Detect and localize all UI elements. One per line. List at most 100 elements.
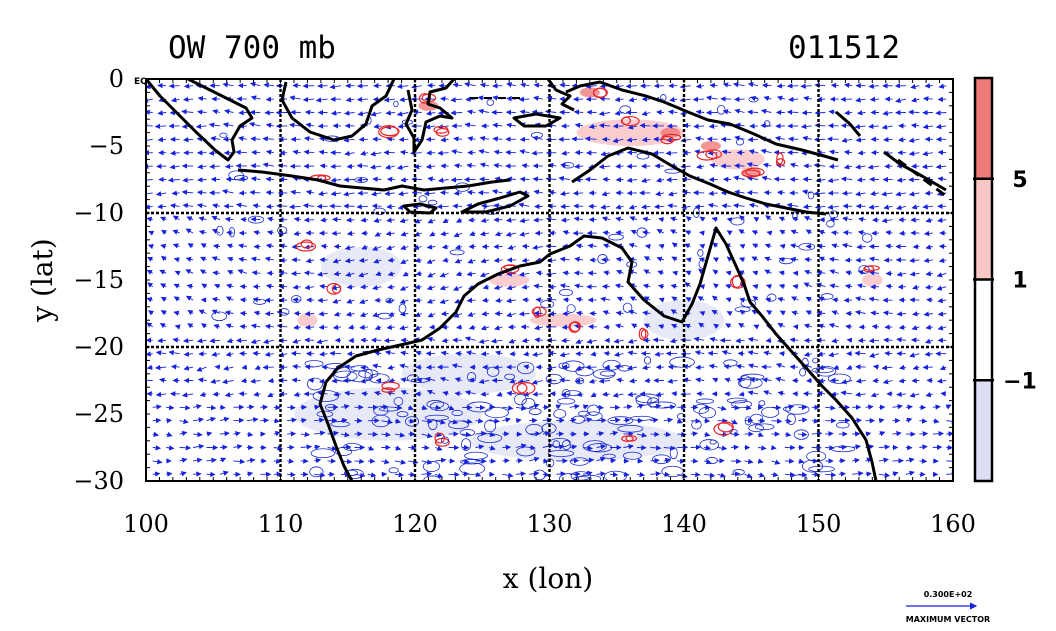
y-tick-label: −10 — [73, 199, 124, 227]
wind-vector — [439, 285, 449, 291]
wind-vector — [705, 95, 718, 101]
wind-vector — [467, 311, 476, 318]
wind-vector — [466, 109, 476, 115]
wind-vector — [160, 243, 167, 249]
wind-vector — [305, 122, 315, 128]
wind-vector — [614, 96, 624, 103]
wind-vector — [813, 162, 826, 169]
wind-vector — [212, 109, 221, 115]
wind-vector — [199, 269, 207, 275]
wind-vector — [370, 111, 382, 117]
y-tick-label: −20 — [73, 333, 124, 361]
map-title-time: 011512 — [788, 30, 900, 66]
wind-vector — [818, 296, 826, 302]
wind-vector — [800, 83, 812, 89]
wind-vector — [199, 256, 207, 262]
wind-vector — [856, 177, 866, 183]
wind-vector — [479, 82, 490, 88]
wind-vector — [265, 283, 274, 289]
wind-vector — [291, 377, 301, 383]
wind-vector — [372, 176, 382, 182]
wind-vector — [615, 230, 624, 236]
wind-vector — [856, 283, 866, 289]
wind-vector — [343, 191, 355, 197]
wind-vector — [738, 270, 745, 276]
wind-vector — [881, 191, 893, 197]
wind-vector — [287, 431, 297, 437]
wind-vector — [601, 216, 611, 222]
wind-vector — [197, 95, 207, 102]
wind-vector — [225, 323, 234, 329]
colorbar: 5 1 −1 — [973, 76, 1037, 483]
wind-vector — [600, 151, 611, 157]
wind-vector — [467, 136, 476, 142]
wind-vector — [922, 150, 933, 157]
wind-vector — [573, 216, 584, 222]
wind-vector — [212, 270, 221, 276]
wind-vector — [802, 203, 812, 210]
wind-vector — [546, 95, 557, 102]
wind-vector — [575, 296, 584, 303]
wind-vector — [603, 270, 611, 276]
wind-vector — [289, 122, 301, 128]
wind-vector — [332, 298, 342, 304]
y-axis-label: y (lat) — [26, 238, 59, 322]
wind-vector — [399, 149, 409, 156]
wind-vector — [734, 163, 745, 169]
wind-vector — [721, 149, 732, 155]
wind-vector — [185, 295, 194, 301]
wind-vector — [183, 83, 194, 89]
wind-vector — [453, 232, 463, 238]
wind-vector — [548, 284, 557, 290]
wind-vector — [238, 256, 247, 263]
wind-vector — [208, 122, 221, 128]
wind-vector — [345, 311, 355, 317]
wind-vector — [196, 202, 207, 209]
wind-vector — [317, 190, 328, 197]
x-tick-label: 110 — [258, 510, 304, 538]
wind-vector — [896, 311, 906, 317]
wind-vector — [345, 96, 355, 103]
wind-vector — [544, 109, 557, 115]
wind-vector — [752, 243, 759, 249]
wind-vector — [600, 296, 611, 302]
wind-vector — [493, 149, 503, 155]
wind-vector — [399, 298, 409, 304]
wind-vector — [882, 110, 893, 116]
colorbar-label: 1 — [1012, 269, 1027, 294]
wind-vector — [559, 256, 570, 262]
max-vector-legend: 0.300E+02 MAXIMUM VECTOR — [906, 590, 990, 624]
wind-vector — [697, 296, 705, 302]
wind-vector — [896, 204, 907, 211]
x-tick-label: 120 — [392, 510, 438, 538]
wind-vector — [429, 324, 436, 330]
wind-vector — [159, 323, 167, 329]
y-tick-label: −25 — [73, 400, 124, 428]
wind-vector — [360, 217, 368, 223]
wind-vector — [347, 324, 355, 330]
wind-vector — [519, 176, 530, 182]
wind-vector — [869, 96, 880, 103]
wind-vector — [726, 230, 733, 236]
wind-vector — [790, 296, 799, 302]
wind-vector — [173, 296, 180, 302]
wind-vector — [502, 431, 510, 437]
wind-vector — [305, 257, 315, 264]
wind-vector — [940, 391, 947, 397]
wind-vector — [166, 417, 173, 424]
wind-vector — [292, 149, 301, 155]
wind-vector — [588, 123, 597, 130]
wind-vector — [609, 471, 619, 478]
wind-vector — [506, 285, 516, 291]
wind-vector — [426, 244, 436, 250]
wind-vector — [227, 270, 234, 275]
wind-vector — [453, 136, 463, 142]
wind-vector — [681, 176, 691, 182]
wind-vector — [292, 176, 301, 182]
wind-vector — [146, 297, 153, 303]
wind-vector — [147, 282, 154, 288]
wind-vector — [773, 176, 785, 182]
wind-vector — [224, 108, 234, 115]
max-vector-value: 0.300E+02 — [924, 590, 973, 599]
wind-vector — [302, 202, 315, 209]
